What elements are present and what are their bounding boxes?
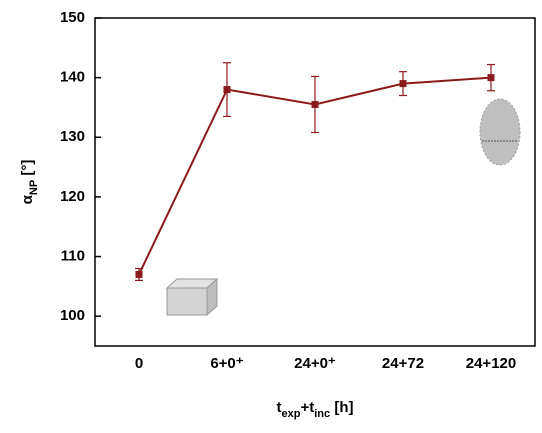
y-tick-label: 150 [60,9,85,26]
x-tick-label: 24+0⁺ [294,355,336,372]
label-part: [h] [330,399,353,416]
y-tick-label: 120 [60,188,85,205]
x-tick-label: 24+72 [382,355,424,372]
label-part: NP [28,180,40,195]
y-tick-label: 140 [60,69,85,86]
label-part: inc [314,408,330,420]
chart: αNP [°] texp+tinc [h] 100 110 120 130 140 150… [0,0,542,428]
cube-image [167,279,217,315]
label-part: +t [300,399,314,416]
label-part: [°] [19,160,36,180]
point [312,101,319,108]
x-tick-label: 24+120 [466,355,516,372]
y-tick-label: 100 [60,307,85,324]
point [136,271,143,278]
point [400,80,407,87]
y-axis-label: αNP [°] [19,160,40,205]
y-tick-label: 110 [61,248,85,265]
label-part: exp [282,408,301,420]
x-tick-label: 6+0⁺ [210,355,243,372]
point [488,74,495,81]
x-axis-label: texp+tinc [h] [277,399,354,420]
point [224,86,231,93]
x-tick-label: 0 [135,355,143,372]
ellipsoid-image [480,99,520,165]
plot-frame [95,18,535,346]
y-tick-label: 130 [60,128,85,145]
